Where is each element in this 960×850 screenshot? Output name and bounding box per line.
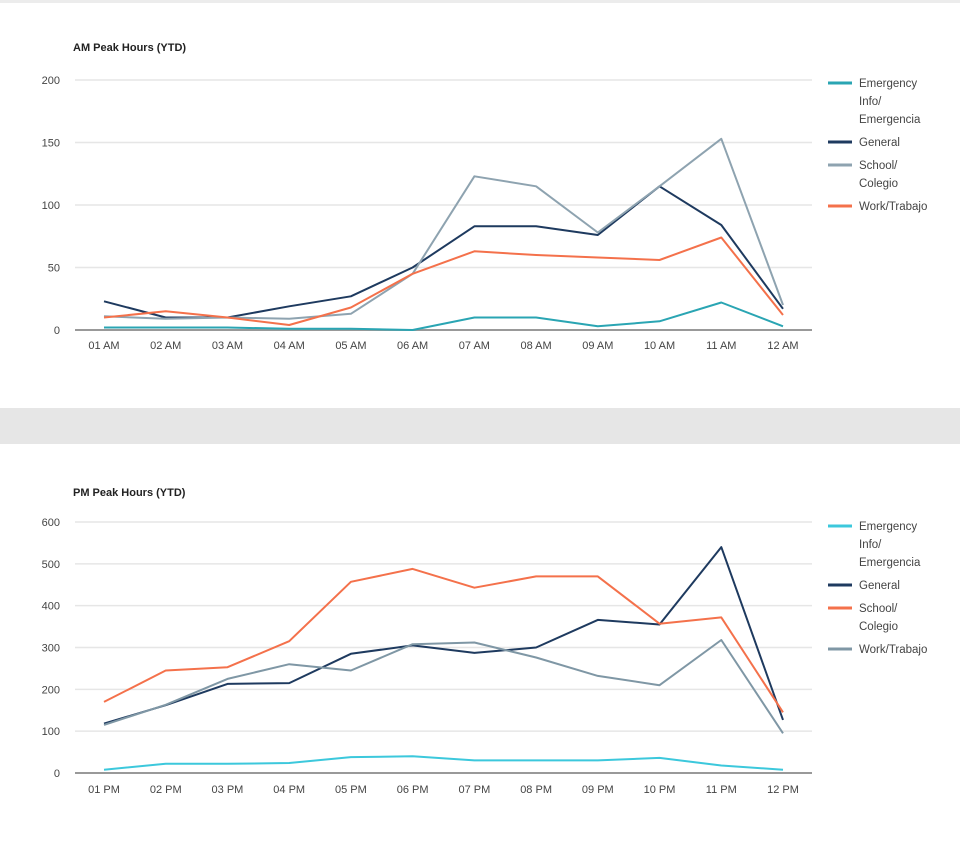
x-tick-label: 08 AM bbox=[520, 340, 551, 352]
series-line-general bbox=[103, 546, 784, 725]
legend-label: Emergencia bbox=[859, 557, 921, 569]
x-tick-label: 07 AM bbox=[459, 340, 490, 352]
y-tick-label: 300 bbox=[42, 643, 60, 655]
legend-label: Emergencia bbox=[859, 114, 921, 126]
legend-label: Work/Trabajo bbox=[859, 644, 927, 656]
x-tick-label: 01 PM bbox=[88, 784, 120, 796]
x-tick-label: 03 AM bbox=[212, 340, 243, 352]
x-tick-label: 02 PM bbox=[150, 784, 182, 796]
legend-label: General bbox=[859, 137, 900, 149]
series-line-school-colegio bbox=[103, 567, 784, 713]
series-line-emergency-info-emergencia bbox=[103, 755, 784, 771]
series-line-school-colegio bbox=[103, 137, 784, 320]
legend-label: Colegio bbox=[859, 178, 898, 190]
top-divider bbox=[0, 0, 960, 3]
y-tick-label: 200 bbox=[42, 684, 60, 696]
y-tick-label: 100 bbox=[42, 200, 60, 212]
x-tick-label: 11 PM bbox=[706, 784, 737, 796]
x-tick-label: 05 PM bbox=[335, 784, 367, 796]
section-divider bbox=[0, 408, 960, 444]
x-tick-label: 11 AM bbox=[706, 340, 736, 352]
x-tick-label: 06 AM bbox=[397, 340, 428, 352]
y-tick-label: 100 bbox=[42, 726, 60, 738]
legend-label: Colegio bbox=[859, 621, 898, 633]
legend-label: Emergency bbox=[859, 78, 917, 90]
x-tick-label: 09 AM bbox=[582, 340, 613, 352]
y-tick-label: 600 bbox=[42, 517, 60, 529]
x-tick-label: 08 PM bbox=[520, 784, 552, 796]
am-peak-hours-chart: AM Peak Hours (YTD) 0 50 100 150 200 01 AM 02 A… bbox=[42, 42, 928, 352]
legend-label: Work/Trabajo bbox=[859, 201, 927, 213]
legend-label: School/ bbox=[859, 603, 898, 615]
x-tick-label: 10 AM bbox=[644, 340, 675, 352]
y-tick-label: 50 bbox=[48, 263, 60, 275]
x-tick-label: 04 PM bbox=[273, 784, 305, 796]
x-tick-label: 06 PM bbox=[397, 784, 429, 796]
series-line-emergency-info-emergencia bbox=[104, 301, 784, 331]
y-tick-label: 0 bbox=[54, 325, 60, 337]
x-tick-label: 01 AM bbox=[88, 340, 119, 352]
x-tick-label: 10 PM bbox=[644, 784, 676, 796]
chart-title: PM Peak Hours (YTD) bbox=[73, 487, 186, 499]
x-tick-label: 03 PM bbox=[212, 784, 244, 796]
y-tick-label: 150 bbox=[42, 138, 60, 150]
x-tick-label: 07 PM bbox=[458, 784, 490, 796]
legend-label: Info/ bbox=[859, 539, 882, 551]
y-tick-label: 200 bbox=[42, 75, 60, 87]
y-tick-label: 0 bbox=[54, 768, 60, 780]
legend-label: Info/ bbox=[859, 96, 882, 108]
y-tick-label: 400 bbox=[42, 601, 60, 613]
x-tick-label: 12 PM bbox=[767, 784, 799, 796]
legend-label: General bbox=[859, 580, 900, 592]
x-tick-label: 05 AM bbox=[335, 340, 366, 352]
legend-label: School/ bbox=[859, 160, 898, 172]
series-line-work-trabajo bbox=[103, 639, 784, 734]
pm-peak-hours-chart: PM Peak Hours (YTD) 0 100 200 300 400 500 600 01… bbox=[42, 487, 928, 796]
x-tick-label: 04 AM bbox=[274, 340, 305, 352]
x-tick-label: 09 PM bbox=[582, 784, 614, 796]
series-line-work-trabajo bbox=[103, 236, 784, 326]
legend-label: Emergency bbox=[859, 521, 917, 533]
x-tick-label: 02 AM bbox=[150, 340, 181, 352]
x-tick-label: 12 AM bbox=[767, 340, 798, 352]
chart-title: AM Peak Hours (YTD) bbox=[73, 42, 186, 54]
y-tick-label: 500 bbox=[42, 559, 60, 571]
